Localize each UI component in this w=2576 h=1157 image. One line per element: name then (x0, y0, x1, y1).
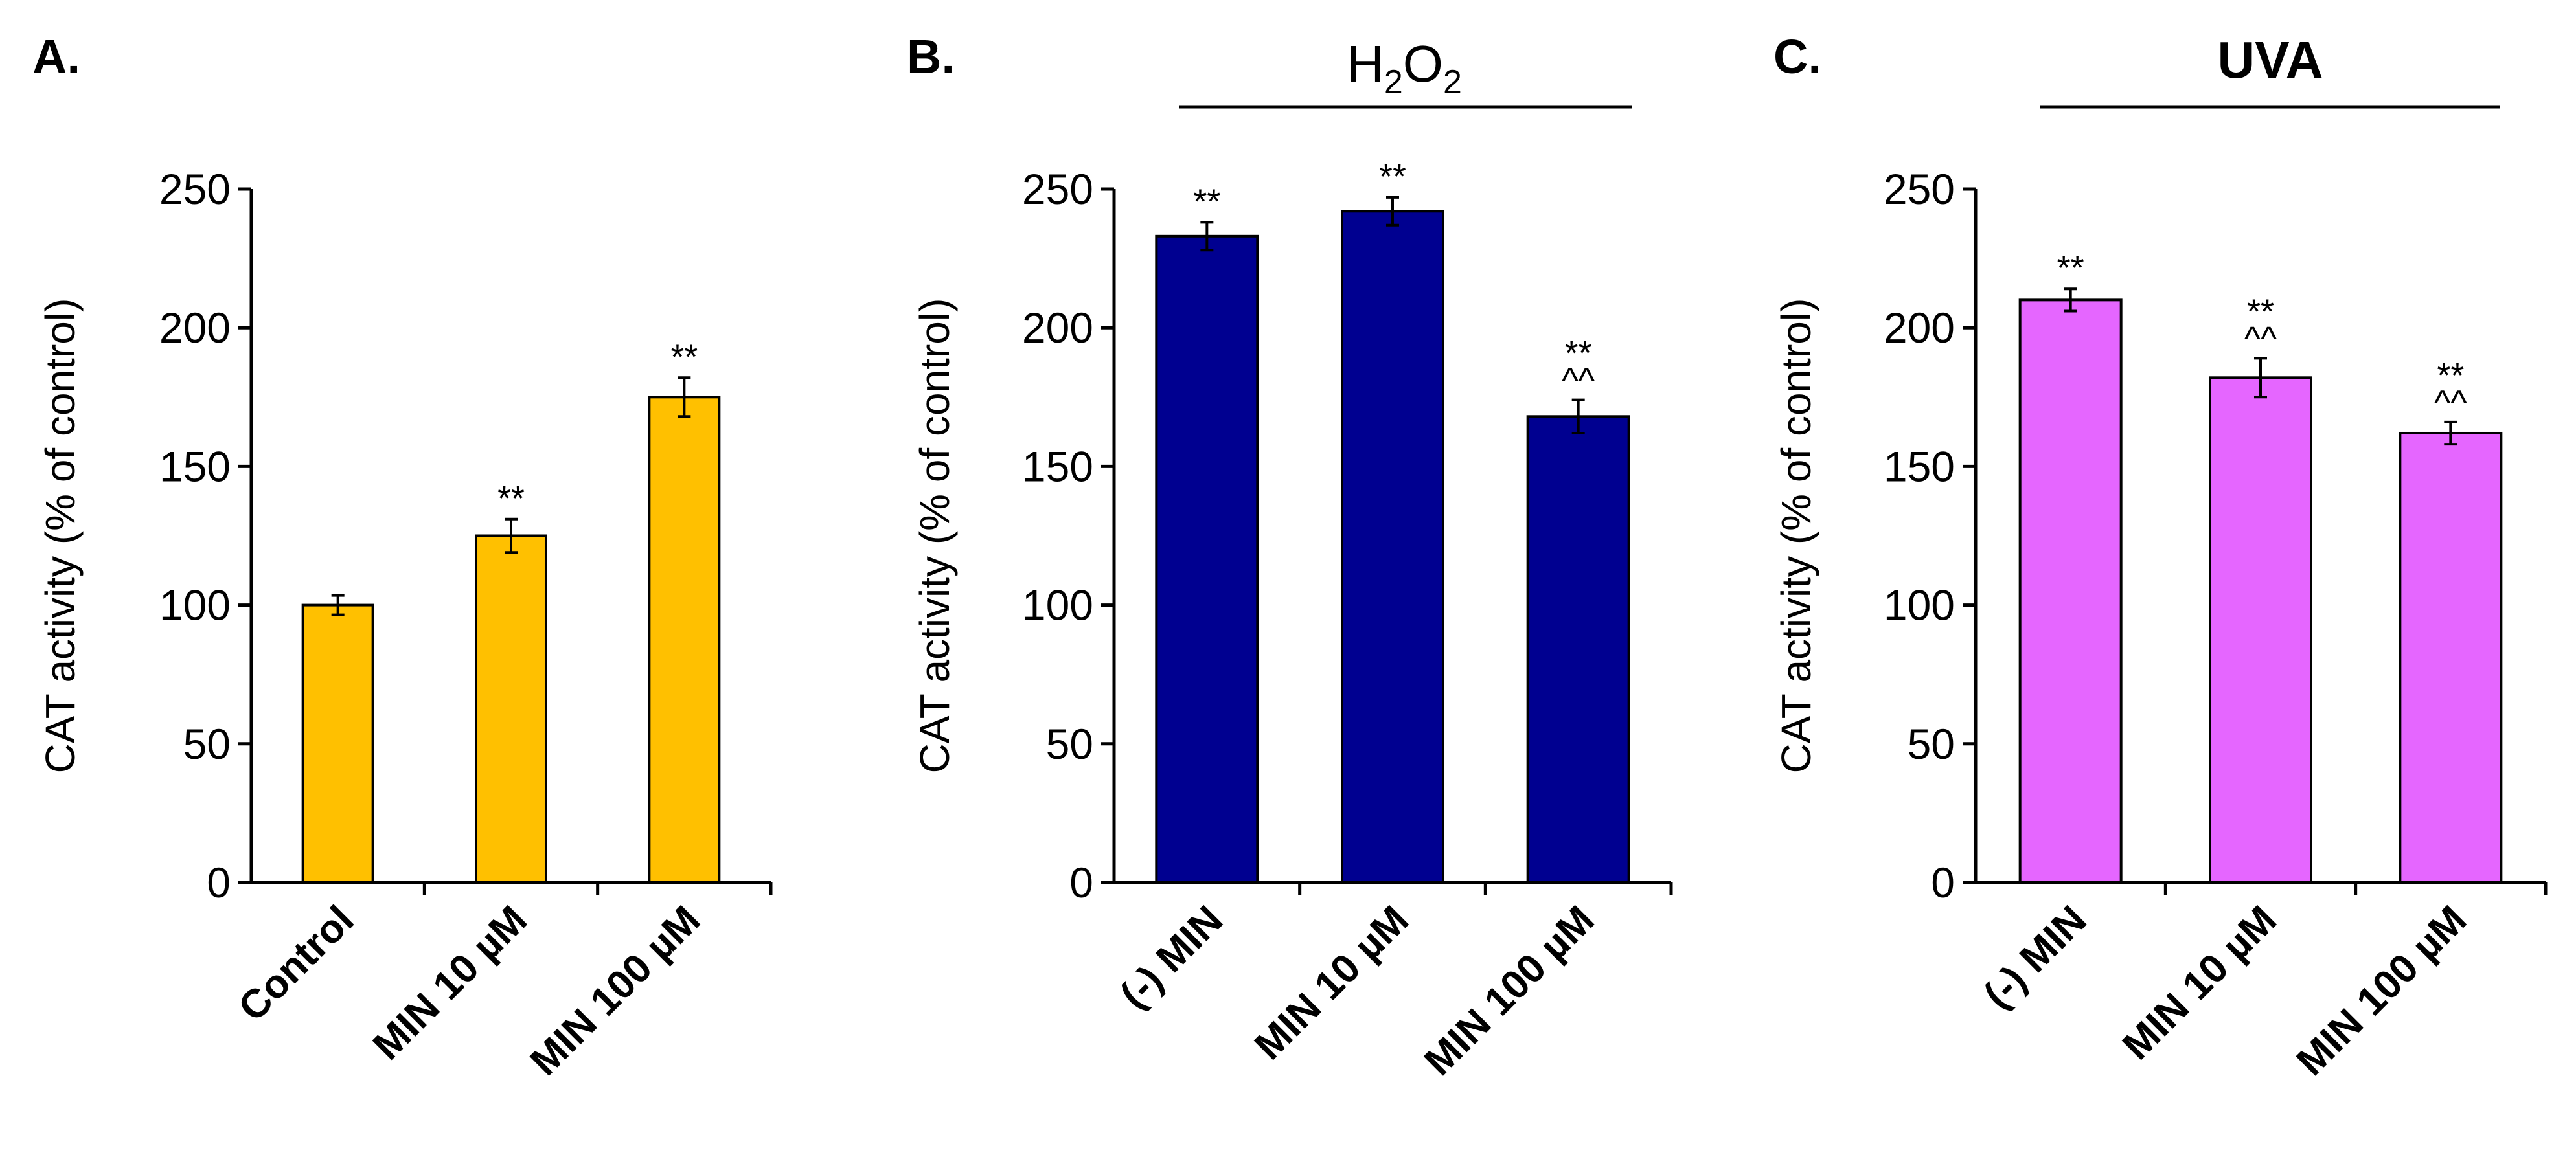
panel-a-category-label: Control (230, 897, 363, 1030)
panel-b-y-tick-label: 200 (1022, 304, 1093, 352)
panel-b-y-tick-label: 100 (1022, 581, 1093, 629)
h2o2-h: H (1347, 35, 1384, 93)
panel-c-y-tick-label: 200 (1884, 304, 1955, 352)
panel-c-category-label: MIN 100 µM (2288, 897, 2475, 1084)
h2o2-sub-2a: 2 (1384, 63, 1403, 101)
panel-b-category-label: MIN 10 µM (1246, 897, 1417, 1068)
h2o2-o: O (1403, 35, 1443, 93)
panel-c-bar (2018, 298, 2123, 884)
panel-c-y-axis-label: CAT activity (% of control) (1773, 298, 1819, 774)
panel-b-bar (1341, 210, 1444, 884)
panel-b-significance-mark: ** (1565, 334, 1592, 373)
panel-c-category-label: MIN 10 µM (2114, 897, 2285, 1068)
panel-c: C. UVA 0 50 100 150 200 250 CAT activity (% of… (1773, 30, 2548, 1084)
panel-b-y-tick-label: 0 (1069, 859, 1093, 906)
panel-a: A. 0 50 100 150 200 250 CAT activity (% of con… (32, 30, 773, 1084)
panel-a-bar (648, 396, 721, 884)
panel-c-treatment-label: UVA (2218, 31, 2323, 89)
panel-c-letter: C. (1773, 30, 1821, 84)
panel-a-significance-mark: ** (670, 337, 698, 376)
panel-b-treatment-label: H2O2 (1347, 35, 1462, 101)
panel-c-significance-mark: ^^ (2434, 383, 2467, 422)
panel-a-letter: A. (32, 30, 80, 84)
panel-c-bar (2399, 431, 2503, 884)
panel-c-y-tick-label: 100 (1884, 581, 1955, 629)
panel-c-significance-mark: ** (2057, 249, 2084, 287)
panel-c-y-tick-label: 250 (1884, 165, 1955, 213)
panel-a-significance-mark: ** (497, 479, 525, 518)
panel-b-significance-mark: ** (1379, 157, 1406, 196)
panel-c-bar (2209, 376, 2312, 884)
panel-c-y-tick-label: 150 (1884, 442, 1955, 490)
panel-b-bar (1526, 415, 1630, 884)
panel-c-significance-mark: ** (2247, 292, 2274, 331)
panel-a-category-label: MIN 100 µM (522, 897, 709, 1084)
panel-a-category-label: MIN 10 µM (365, 897, 536, 1068)
panel-c-significance-mark: ^^ (2244, 319, 2277, 358)
panel-b-category-label: MIN 100 µM (1416, 897, 1602, 1084)
panel-a-plot: 0 50 100 150 200 250 CAT activity (% of contro… (37, 165, 773, 1084)
panel-a-y-tick-label: 100 (159, 581, 231, 629)
panel-b-y-axis-label: CAT activity (% of control) (911, 298, 958, 774)
panel-b-plot: 0 50 100 150 200 250 CAT activity (% of contro… (911, 157, 1673, 1084)
panel-b-significance-mark: ^^ (1562, 361, 1595, 400)
panel-c-y-tick-label: 50 (1908, 720, 1955, 768)
panel-b-y-tick-label: 50 (1046, 720, 1093, 768)
h2o2-sub-2b: 2 (1443, 63, 1462, 101)
panel-a-y-tick-label: 0 (207, 859, 231, 906)
panel-c-significance-mark: ** (2437, 356, 2464, 395)
panel-c-y-tick-label: 0 (1931, 859, 1955, 906)
panel-a-y-axis-label: CAT activity (% of control) (37, 298, 84, 774)
panel-b-letter: B. (907, 30, 955, 84)
panel-a-y-tick-label: 200 (159, 304, 231, 352)
panel-a-y-tick-label: 150 (159, 442, 231, 490)
panel-c-category-label: (-) MIN (1975, 897, 2095, 1017)
panel-a-bar (301, 603, 374, 884)
panel-a-y-tick-label: 50 (183, 720, 231, 768)
panel-b-significance-mark: ** (1193, 182, 1220, 221)
panel-b-y-tick-label: 150 (1022, 442, 1093, 490)
panel-a-y-tick-label: 250 (159, 165, 231, 213)
panel-b-category-label: (-) MIN (1111, 897, 1231, 1017)
panel-c-plot: 0 50 100 150 200 250 CAT activity (% of contro… (1773, 165, 2548, 1084)
panel-a-bar (475, 534, 547, 884)
panel-b-y-tick-label: 250 (1022, 165, 1093, 213)
panel-b-bar (1155, 234, 1259, 884)
